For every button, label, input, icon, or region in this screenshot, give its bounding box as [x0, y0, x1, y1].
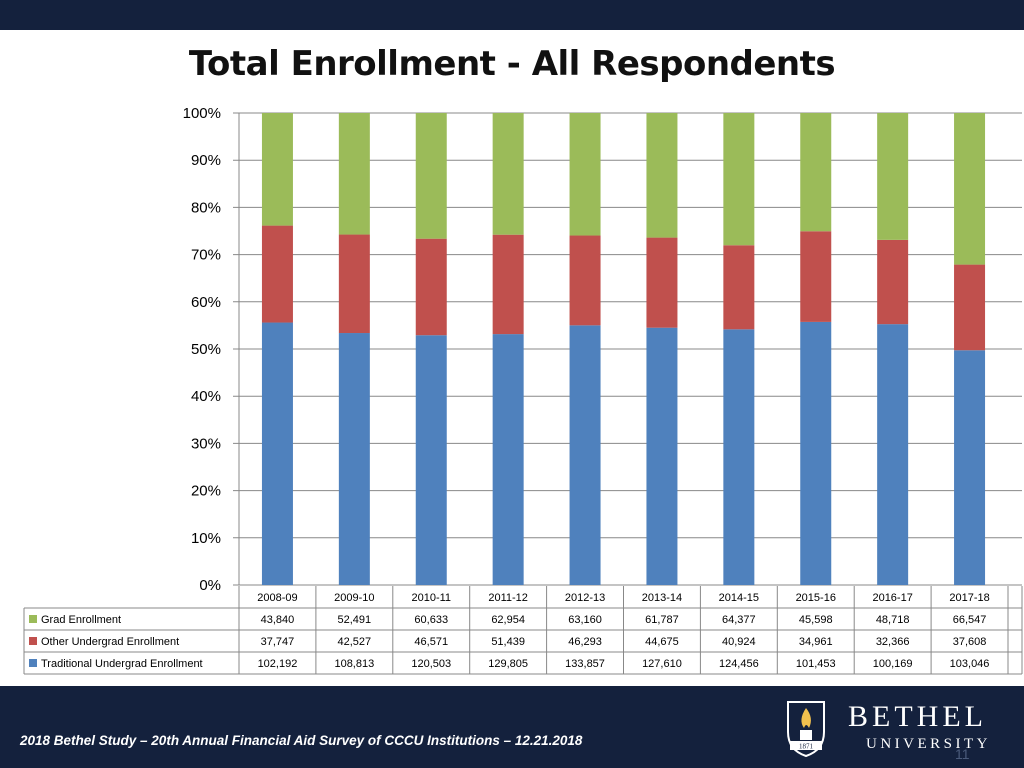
y-tick-label: 30%	[191, 435, 221, 452]
bar-grad-2011-12	[492, 113, 524, 235]
data-label: 129,805	[488, 658, 528, 670]
y-tick-label: 60%	[191, 294, 221, 311]
bar-grad-2009-10	[338, 113, 370, 235]
data-label: 103,046	[950, 658, 990, 670]
data-label: 43,840	[261, 614, 295, 626]
data-label: 120,503	[411, 658, 451, 670]
legend-label: Grad Enrollment	[41, 614, 121, 626]
data-label: 108,813	[334, 658, 374, 670]
y-tick-label: 80%	[191, 199, 221, 216]
bar-other-2011-12	[492, 234, 524, 335]
x-category-label: 2016-17	[872, 592, 912, 604]
x-category-label: 2013-14	[642, 592, 682, 604]
x-category-label: 2011-12	[488, 592, 528, 604]
data-label: 34,961	[799, 636, 833, 648]
bar-traditional-2008-09	[261, 322, 293, 585]
bar-other-2013-14	[646, 237, 678, 328]
bar-grad-2008-09	[261, 113, 293, 226]
bar-grad-2016-17	[877, 113, 909, 240]
data-label: 102,192	[258, 658, 298, 670]
data-label: 60,633	[414, 614, 448, 626]
y-tick-label: 90%	[191, 152, 221, 169]
data-label: 124,456	[719, 658, 759, 670]
legend-swatch-grad	[29, 615, 37, 623]
data-label: 37,608	[953, 636, 987, 648]
data-label: 61,787	[645, 614, 679, 626]
y-tick-label: 0%	[199, 577, 221, 594]
legend-label: Other Undergrad Enrollment	[41, 636, 179, 648]
x-category-label: 2014-15	[719, 592, 759, 604]
data-label: 66,547	[953, 614, 987, 626]
bar-other-2014-15	[723, 245, 755, 330]
legend-swatch-other	[29, 637, 37, 645]
y-tick-label: 50%	[191, 341, 221, 358]
y-tick-label: 20%	[191, 483, 221, 500]
data-label: 46,571	[414, 636, 448, 648]
data-label: 32,366	[876, 636, 910, 648]
bar-traditional-2014-15	[723, 329, 755, 585]
bar-traditional-2010-11	[415, 335, 447, 585]
legend-swatch-traditional	[29, 659, 37, 667]
data-label: 127,610	[642, 658, 682, 670]
data-label: 40,924	[722, 636, 756, 648]
bar-other-2016-17	[877, 239, 909, 325]
bar-grad-2014-15	[723, 113, 755, 246]
bar-grad-2015-16	[800, 113, 832, 232]
bar-other-2008-09	[261, 225, 293, 323]
bar-traditional-2009-10	[338, 333, 370, 585]
legend-label: Traditional Undergrad Enrollment	[41, 658, 203, 670]
bar-traditional-2017-18	[954, 350, 986, 585]
data-label: 51,439	[491, 636, 525, 648]
bar-traditional-2016-17	[877, 324, 909, 585]
x-category-label: 2015-16	[796, 592, 836, 604]
slide-title: Total Enrollment - All Respondents	[188, 44, 836, 84]
y-tick-label: 10%	[191, 530, 221, 547]
bethel-logo: 1871	[787, 701, 825, 758]
data-label: 100,169	[873, 658, 913, 670]
data-label: 37,747	[261, 636, 295, 648]
bar-grad-2012-13	[569, 113, 601, 236]
bar-grad-2013-14	[646, 113, 678, 238]
data-label: 52,491	[338, 614, 372, 626]
bar-other-2017-18	[954, 264, 986, 351]
bar-traditional-2012-13	[569, 325, 601, 585]
bar-other-2012-13	[569, 235, 601, 326]
data-label: 63,160	[568, 614, 602, 626]
data-label: 48,718	[876, 614, 910, 626]
bar-grad-2010-11	[415, 113, 447, 239]
bar-traditional-2015-16	[800, 321, 832, 585]
bar-other-2010-11	[415, 238, 447, 336]
bar-traditional-2013-14	[646, 327, 678, 585]
bar-other-2009-10	[338, 234, 370, 334]
data-label: 42,527	[338, 636, 372, 648]
data-label: 133,857	[565, 658, 605, 670]
x-category-label: 2009-10	[334, 592, 374, 604]
bar-other-2015-16	[800, 231, 832, 322]
bar-traditional-2011-12	[492, 334, 524, 585]
page-number: 11	[955, 746, 970, 762]
x-category-label: 2017-18	[949, 592, 989, 604]
data-label: 64,377	[722, 614, 756, 626]
x-category-label: 2010-11	[411, 592, 451, 604]
data-label: 101,453	[796, 658, 836, 670]
data-label: 44,675	[645, 636, 679, 648]
logo-name: BETHEL	[848, 700, 987, 733]
top-banner	[0, 0, 1024, 30]
y-tick-label: 40%	[191, 388, 221, 405]
x-category-label: 2008-09	[257, 592, 297, 604]
logo-subtitle: UNIVERSITY	[866, 736, 991, 752]
logo-year: 1871	[799, 743, 814, 751]
bar-grad-2017-18	[954, 113, 986, 265]
flame-shield-icon: 1871	[787, 701, 825, 758]
stacked-bar-chart: 0% 10% 20% 30% 40% 50% 60% 70% 80% 90% 100% 2008-09…	[23, 105, 1023, 675]
y-tick-label: 100%	[183, 105, 221, 122]
y-tick-label: 70%	[191, 247, 221, 264]
footer-text: 2018 Bethel Study – 20th Annual Financia…	[20, 733, 583, 748]
data-label: 46,293	[568, 636, 602, 648]
footer-banner	[0, 686, 1024, 768]
data-label: 62,954	[491, 614, 525, 626]
x-category-label: 2012-13	[565, 592, 605, 604]
data-label: 45,598	[799, 614, 833, 626]
